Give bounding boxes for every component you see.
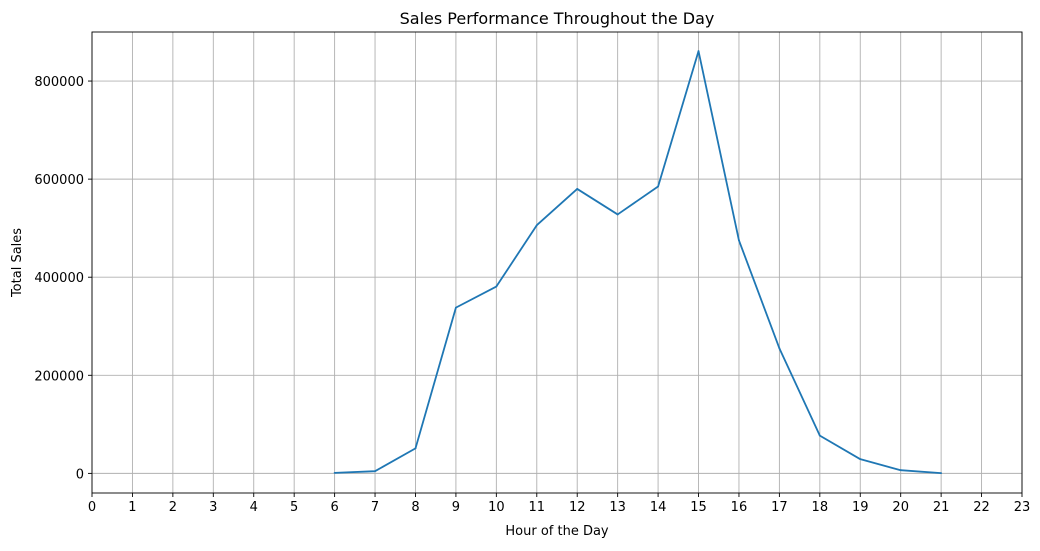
data-point	[455, 306, 457, 309]
x-tick-label: 10	[488, 500, 505, 515]
x-tick-label: 20	[892, 500, 909, 515]
x-tick-label: 7	[371, 500, 379, 515]
y-tick-label: 800000	[34, 75, 84, 90]
data-point	[899, 469, 902, 472]
x-tick-label: 23	[1014, 500, 1031, 515]
data-point	[495, 285, 498, 288]
data-point	[333, 471, 336, 474]
data-point	[414, 447, 417, 450]
series-layer	[333, 50, 943, 475]
y-tick-label: 0	[76, 467, 84, 482]
x-tick-label: 17	[771, 500, 788, 515]
x-tick-label: 21	[933, 500, 950, 515]
x-tick-label: 2	[169, 500, 177, 515]
x-tick-label: 6	[330, 500, 338, 515]
x-tick-label: 12	[569, 500, 586, 515]
x-tick-label: 1	[128, 500, 136, 515]
data-point	[697, 50, 700, 53]
x-tick-label: 16	[731, 500, 748, 515]
series-line	[334, 50, 942, 475]
x-tick-label: 4	[250, 500, 258, 515]
chart-title: Sales Performance Throughout the Day	[400, 9, 715, 28]
grid	[91, 32, 1023, 493]
x-tick-label: 13	[609, 500, 626, 515]
x-tick-label: 22	[973, 500, 990, 515]
x-axis-title: Hour of the Day	[505, 524, 609, 539]
data-point	[738, 239, 740, 242]
y-axis-title: Total Sales	[10, 228, 25, 298]
x-tick-label: 14	[650, 500, 667, 515]
data-point	[535, 224, 538, 227]
x-tick-label: 8	[411, 500, 419, 515]
x-tick-label: 11	[529, 500, 546, 515]
data-point	[778, 347, 781, 350]
x-tick-label: 18	[812, 500, 829, 515]
plot-frame	[91, 31, 1023, 494]
data-point	[657, 185, 659, 188]
y-tick-label: 200000	[34, 369, 84, 384]
x-tick-label: 0	[88, 500, 96, 515]
x-tick-label: 3	[209, 500, 217, 515]
data-point	[576, 188, 579, 190]
x-tick-label: 19	[852, 500, 869, 515]
x-tick-label: 9	[452, 500, 460, 515]
data-point	[940, 472, 943, 475]
data-point	[616, 213, 619, 216]
data-point	[818, 434, 821, 437]
data-point	[859, 458, 862, 461]
y-tick-label: 400000	[34, 271, 84, 286]
x-tick-label: 5	[290, 500, 298, 515]
data-point	[374, 470, 376, 473]
axis-ticks: 0 1 2 3 4 5 6 7 8 9 10 11 12 13 14 15 16 17 18 19 20 21 22 2302…	[34, 75, 1030, 515]
x-tick-label: 15	[690, 500, 707, 515]
y-tick-label: 600000	[34, 173, 84, 188]
